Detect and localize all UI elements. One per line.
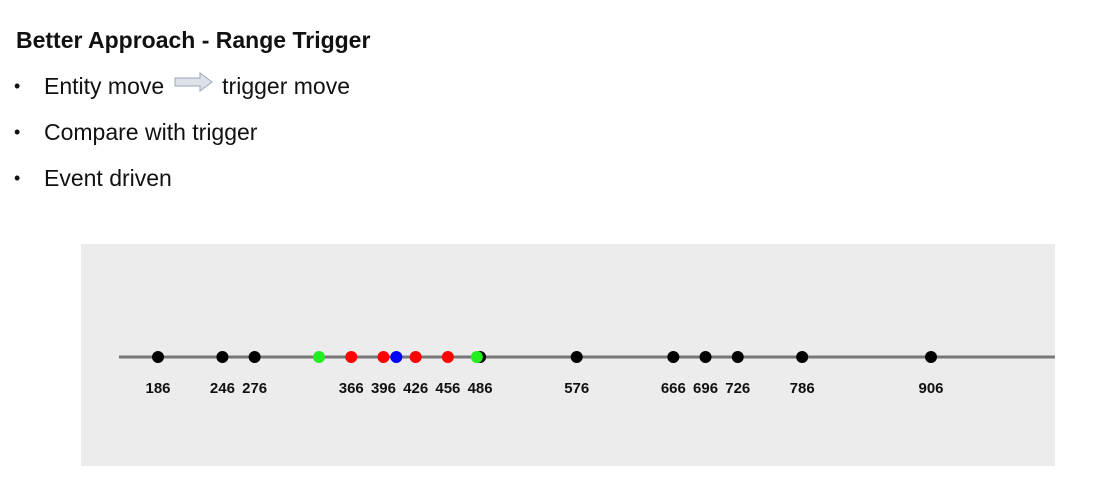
tick-label-726: 726: [725, 380, 750, 397]
tick-label-696: 696: [693, 380, 718, 397]
bullet-item-compare: • Compare with trigger: [14, 116, 350, 162]
point-black-186: [152, 351, 164, 363]
tick-label-366: 366: [339, 380, 364, 397]
tick-label-906: 906: [918, 380, 943, 397]
tick-label-456: 456: [435, 380, 460, 397]
tick-label-396: 396: [371, 380, 396, 397]
point-black-726: [731, 351, 744, 363]
point-red-396: [377, 351, 390, 363]
tick-label-576: 576: [564, 380, 589, 397]
point-black-666: [667, 351, 680, 363]
bullet-list: • Entity move trigger move • Compare wit…: [14, 70, 350, 208]
bullet-text-after: trigger move: [222, 73, 350, 99]
tick-label-186: 186: [145, 380, 170, 397]
point-black-576: [570, 351, 583, 363]
point-black-786: [796, 351, 809, 363]
number-line-diagram: 186 246 276 366 396 426 456 486 576 666 696 726 786 9…: [119, 351, 1055, 397]
bullet-item-entity-move: • Entity move trigger move: [14, 70, 350, 116]
bullet-marker: •: [14, 168, 21, 188]
bullet-text: Event driven: [44, 165, 172, 191]
bullet-item-event-driven: • Event driven: [14, 162, 350, 208]
tick-label-246: 246: [210, 380, 235, 397]
bullet-text: Entity move: [44, 73, 165, 99]
point-black-906: [925, 351, 937, 363]
tick-label-426: 426: [403, 380, 428, 397]
tick-label-486: 486: [468, 380, 493, 397]
point-red-426: [409, 351, 422, 363]
tick-label-276: 276: [242, 380, 267, 397]
tick-label-786: 786: [790, 380, 815, 397]
point-green-336: [313, 351, 326, 363]
bullet-marker: •: [14, 76, 21, 96]
point-red-366: [345, 351, 358, 363]
point-blue-408: [390, 351, 403, 363]
slide-title: Better Approach - Range Trigger: [16, 27, 371, 53]
point-black-696: [699, 351, 712, 363]
number-line-panel: 186 246 276 366 396 426 456 486 576 666 696 726 786 9…: [81, 244, 1055, 466]
point-black-276: [248, 351, 261, 363]
point-black-246: [216, 351, 229, 363]
point-red-456: [441, 351, 454, 363]
tick-label-666: 666: [661, 380, 686, 397]
point-green-483: [470, 351, 483, 363]
right-arrow-icon: [174, 68, 214, 100]
bullet-marker: •: [14, 122, 21, 142]
bullet-text: Compare with trigger: [44, 119, 258, 145]
